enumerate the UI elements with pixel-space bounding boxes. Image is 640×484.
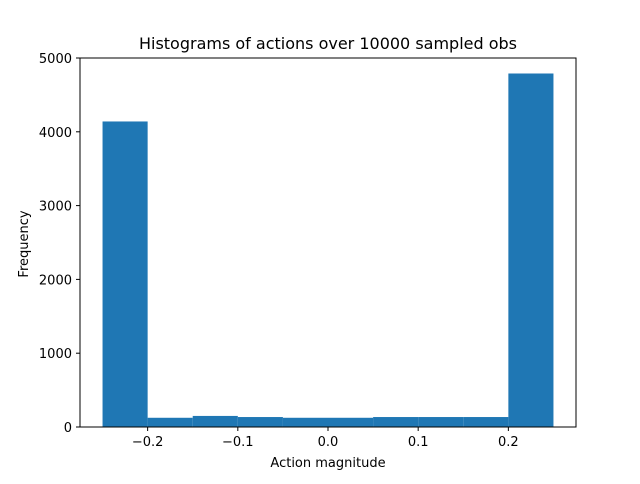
axes-frame <box>79 57 577 428</box>
x-tick-label-4: 0.2 <box>498 435 519 450</box>
y-tick-label-2: 2000 <box>39 273 72 288</box>
histogram-bar-6 <box>373 417 419 427</box>
x-tick-label-0: −0.2 <box>132 435 164 450</box>
histogram-bar-7 <box>418 417 464 427</box>
y-tick-label-0: 0 <box>64 421 72 436</box>
histogram-bar-9 <box>508 73 554 428</box>
x-axis-label: Action magnitude <box>270 456 385 471</box>
histogram-bar-2 <box>192 415 238 427</box>
x-ticks-group: −0.2 −0.1 0.0 0.1 0.2 <box>132 427 519 450</box>
y-tick-label-4: 4000 <box>39 126 72 141</box>
histogram-bar-3 <box>237 417 283 427</box>
histogram-bar-8 <box>463 417 509 427</box>
y-tick-label-1: 1000 <box>39 347 72 362</box>
x-tick-label-2: 0.0 <box>318 435 339 450</box>
histogram-bar-5 <box>328 417 374 427</box>
y-axis-label: Frequency <box>17 210 32 277</box>
histogram-bar-1 <box>147 417 193 427</box>
x-tick-label-3: 0.1 <box>408 435 429 450</box>
y-ticks-group: 0 1000 2000 3000 4000 5000 <box>39 52 80 436</box>
histogram-bar-0 <box>102 121 148 427</box>
bars-group <box>102 73 554 428</box>
x-tick-label-1: −0.1 <box>222 435 254 450</box>
y-tick-label-3: 3000 <box>39 200 72 215</box>
chart-title: Histograms of actions over 10000 sampled… <box>139 34 517 53</box>
histogram-bar-4 <box>282 417 328 427</box>
y-tick-label-5: 5000 <box>39 52 72 67</box>
